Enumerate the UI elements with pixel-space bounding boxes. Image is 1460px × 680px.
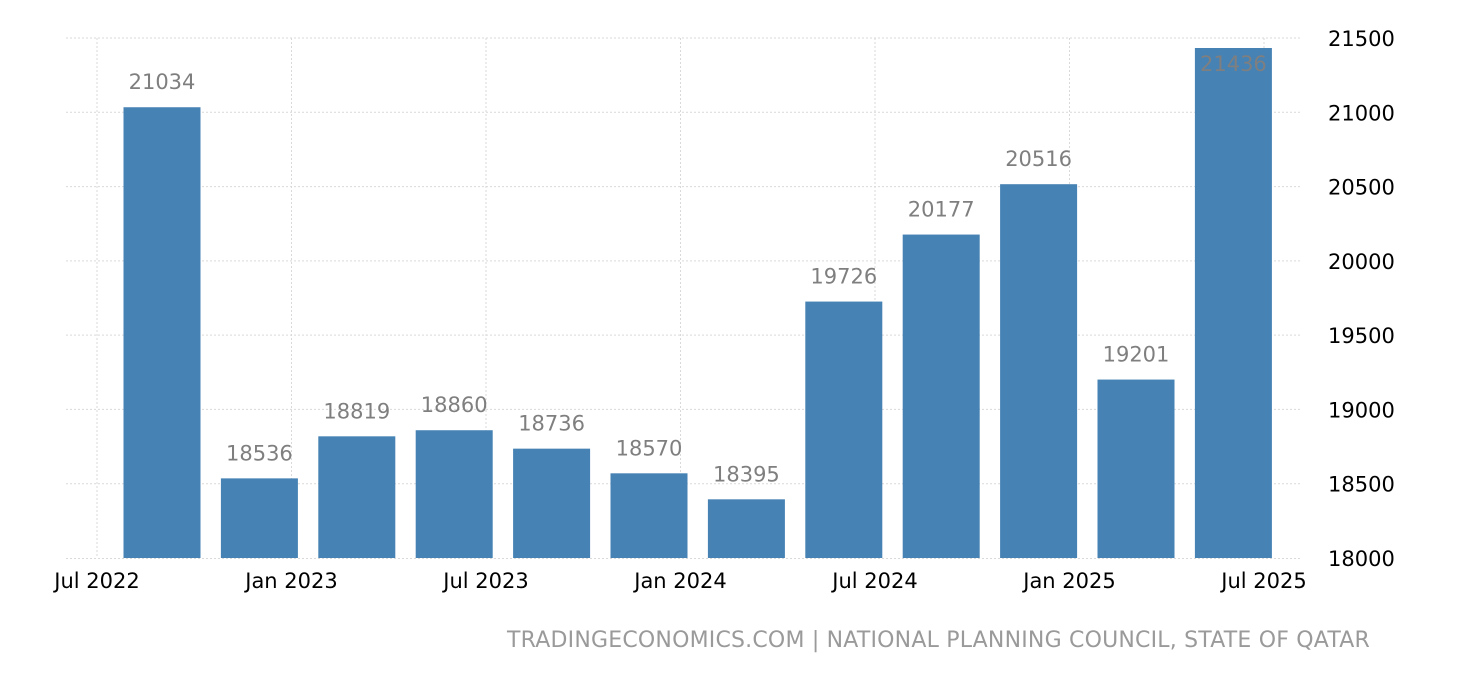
y-tick-label: 19500 [1328, 324, 1395, 348]
bars [123, 48, 1272, 559]
bar [415, 430, 493, 558]
data-label: 18395 [713, 462, 780, 486]
x-tick-label: Jul 2022 [52, 569, 139, 593]
data-label: 18860 [421, 393, 488, 417]
bar [805, 301, 883, 558]
bar [513, 448, 591, 558]
bar [902, 234, 980, 558]
bar [707, 499, 785, 558]
y-tick-label: 21500 [1328, 27, 1395, 51]
data-label: 19201 [1103, 343, 1170, 367]
data-label: 21034 [129, 70, 196, 94]
data-labels: 21034 18536 18819 18860 18736 18570 18395 19726… [129, 52, 1267, 486]
bar [1000, 184, 1078, 559]
y-tick-label: 18000 [1328, 547, 1395, 571]
data-label: 18536 [226, 441, 293, 465]
bar [123, 107, 201, 558]
data-label: 18736 [518, 412, 585, 436]
data-label: 20516 [1005, 147, 1072, 171]
x-tick-label: Jan 2025 [1021, 569, 1116, 593]
bar [610, 473, 688, 558]
y-tick-label: 21000 [1328, 101, 1395, 125]
x-axis-ticks: Jul 2022 Jan 2023 Jul 2023 Jan 2024 Jul 2024… [52, 569, 1306, 593]
data-label: 20177 [908, 198, 975, 222]
bar-chart: 21034 18536 18819 18860 18736 18570 18395 19726… [52, 27, 1395, 593]
bar [1097, 379, 1175, 558]
x-tick-label: Jul 2023 [441, 569, 528, 593]
source-attribution: TRADINGECONOMICS.COM | NATIONAL PLANNING… [507, 628, 1370, 653]
x-tick-label: Jul 2024 [830, 569, 917, 593]
y-tick-label: 20500 [1328, 176, 1395, 200]
data-label: 18570 [616, 436, 683, 460]
data-label: 19726 [810, 265, 877, 289]
x-tick-label: Jan 2024 [632, 569, 727, 593]
y-tick-label: 19000 [1328, 398, 1395, 422]
bar [318, 436, 396, 558]
x-tick-label: Jul 2025 [1219, 569, 1306, 593]
y-tick-label: 20000 [1328, 250, 1395, 274]
bar [1194, 48, 1272, 558]
data-label: 18819 [323, 399, 390, 423]
y-axis-ticks: 18000 18500 19000 19500 20000 20500 21000 21500 [1328, 27, 1395, 571]
x-tick-label: Jan 2023 [243, 569, 338, 593]
data-label: 21436 [1200, 52, 1267, 76]
bar [220, 478, 298, 558]
y-tick-label: 18500 [1328, 473, 1395, 497]
